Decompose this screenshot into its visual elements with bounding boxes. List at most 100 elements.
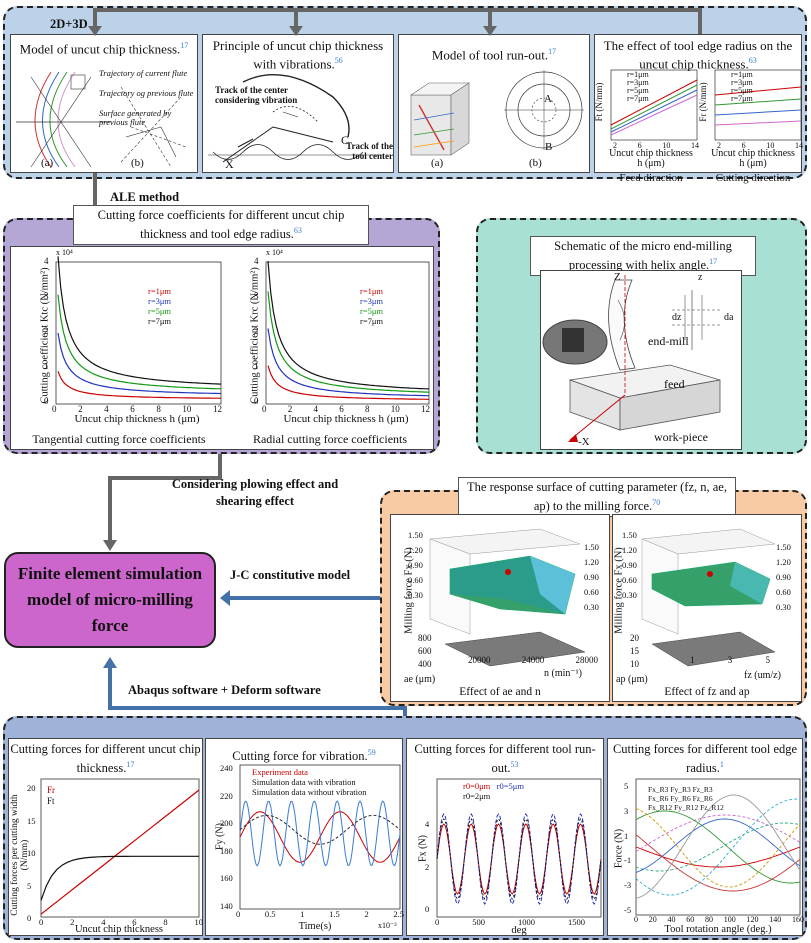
edge-series bbox=[635, 846, 801, 868]
resp-right-caption: Effect of fz and ap bbox=[664, 686, 750, 698]
coef-curve bbox=[267, 291, 429, 393]
center-model-text: Finite element simulation model of micro… bbox=[17, 564, 203, 635]
b3-xlabel: deg bbox=[511, 925, 527, 936]
edge-series bbox=[635, 818, 801, 873]
helix-feed: feed bbox=[664, 377, 685, 391]
legend-item: r=3μm bbox=[731, 78, 753, 87]
coef-right-caption: Radial cutting force coefficients bbox=[252, 432, 408, 446]
r0-2-series bbox=[436, 818, 602, 900]
chip-force-chart bbox=[40, 778, 200, 918]
center-model-box: Finite element simulation model of micro… bbox=[4, 552, 216, 648]
resp-fz-label: fz (um/z) bbox=[744, 670, 781, 681]
panel-title: Cutting forces for different tool edge r… bbox=[612, 742, 798, 776]
coef-curve bbox=[57, 371, 221, 399]
runout-diagram bbox=[410, 70, 584, 156]
track-center-label: Track of the tool center bbox=[346, 141, 393, 161]
helix-diagram bbox=[542, 275, 721, 442]
abaqus-label: Abaqus software + Deform software bbox=[128, 683, 321, 697]
top-panel-vibration: Principle of uncut chip thickness with v… bbox=[202, 34, 394, 173]
p4-caption-cutting: Cutting direction bbox=[715, 172, 791, 184]
ale-label: ALE method bbox=[110, 190, 180, 204]
p4-xlabel-right: Uncut chip thickness h (μm) bbox=[711, 148, 795, 169]
r0-5-series bbox=[436, 813, 602, 905]
coef-left-legend: r=1μm r=3μm r=5μm r=7μm bbox=[148, 286, 172, 326]
ft-series bbox=[40, 855, 199, 901]
b4-yticks: 5 3 1 -1 -3 -5 bbox=[624, 781, 632, 915]
coef-left-caption: Tangential cutting force coefficients bbox=[32, 432, 206, 446]
legend-item: r=1μm bbox=[627, 70, 649, 79]
ref: 1 bbox=[719, 760, 724, 769]
resp-right-zticks-r: 1.50 1.20 0.90 0.60 0.30 bbox=[776, 542, 791, 612]
response-title: The response surface of cutting paramete… bbox=[458, 477, 736, 518]
coef-left-xlabel: Uncut chip thickness h (μm) bbox=[74, 413, 200, 425]
label-x: X bbox=[225, 157, 234, 171]
coef-curve bbox=[57, 332, 221, 395]
top-label: 2D+3D bbox=[50, 17, 88, 31]
ref: 17 bbox=[180, 41, 189, 50]
legend-item: r=7μm bbox=[627, 94, 649, 103]
helix-z2: z bbox=[698, 272, 703, 283]
bottom-panel-edge: Cutting forces for different tool edge r… bbox=[607, 738, 804, 936]
resp-left-zticks-r: 1.50 1.20 0.90 0.60 0.30 bbox=[584, 542, 599, 612]
ref: 63 bbox=[748, 56, 757, 65]
b2-yticks: 140 160 180 200 220 240 bbox=[220, 763, 233, 911]
chip-thickness-diagram bbox=[16, 71, 187, 168]
panel-title: Model of tool run-out. bbox=[431, 47, 549, 63]
middle-arrows bbox=[103, 454, 407, 716]
sub-a: (a) bbox=[431, 157, 444, 169]
helix-dz: dz bbox=[672, 312, 682, 323]
coef-charts-panel bbox=[10, 246, 434, 450]
legend-item: r=7μm bbox=[731, 94, 753, 103]
helix-negx: -X bbox=[578, 436, 590, 448]
panel-title: Cutting forces for different uncut chip … bbox=[10, 742, 201, 776]
edge-series bbox=[635, 814, 801, 852]
top-panel-runout: Model of tool run-out.17 A B (a) (b) bbox=[398, 34, 590, 173]
b4-xlabel: Tool rotation angle (deg.) bbox=[664, 924, 772, 935]
coef-curve bbox=[267, 261, 430, 390]
track-vibration-label: Track of the center considering vibratio… bbox=[215, 85, 298, 105]
b1-xticks: 0 2 4 6 8 10 bbox=[39, 917, 203, 927]
helix-z: Z bbox=[614, 271, 621, 283]
legend-surface: Surface generated by previous flute bbox=[99, 108, 172, 127]
panel-title: Cutting force for vibration. bbox=[232, 749, 368, 764]
resp-ae-ticks: 800 600 400 bbox=[418, 633, 432, 669]
sim-novibration-series bbox=[239, 814, 401, 845]
p4-xticks-left: 2 6 10 14 bbox=[613, 141, 699, 150]
edge-series bbox=[635, 822, 801, 872]
resp-right-zticks: 1.50 1.20 0.90 0.60 0.30 bbox=[622, 530, 637, 600]
coef-right-legend: r=1μm r=3μm r=5μm r=7μm bbox=[360, 286, 384, 326]
b4-xticks: 0 20 40 60 80 100 120 140 160 bbox=[634, 915, 804, 924]
helix-da: da bbox=[724, 312, 734, 323]
ref: 53 bbox=[510, 760, 519, 769]
label-A: A bbox=[544, 93, 552, 105]
resp-left-caption: Effect of ae and n bbox=[459, 686, 541, 698]
b2-legend: Experiment data Simulation data with vibr… bbox=[252, 767, 367, 797]
resp-n-label: n (min⁻¹) bbox=[544, 668, 582, 679]
coef-curve bbox=[267, 365, 429, 400]
resp-ap-ticks: 20 15 10 bbox=[630, 633, 639, 669]
panel-title: The effect of tool edge radius on the un… bbox=[603, 38, 793, 72]
p4-caption-feed: Feed diraction bbox=[619, 172, 683, 184]
jc-label: J-C constitutive model bbox=[230, 568, 351, 582]
sim-vibration-series bbox=[239, 800, 401, 867]
panel-title: Cutting forces for different tool run-ou… bbox=[414, 742, 596, 776]
ref: 59 bbox=[367, 748, 376, 757]
b2-xticks: 0 0.5 1 1.5 2 2.5 bbox=[236, 909, 404, 919]
ref: 17 bbox=[548, 47, 557, 56]
edge-series bbox=[635, 808, 801, 888]
coef-curve bbox=[57, 256, 222, 385]
legend-item: r=5μm bbox=[627, 86, 649, 95]
ref: 56 bbox=[334, 56, 343, 65]
coef-left-exp: x 10⁴ bbox=[56, 248, 73, 257]
p4-legend-right: r=1μm r=3μm r=5μm r=7μm bbox=[731, 71, 753, 103]
plow-label: Considering plowing effect and shearing … bbox=[171, 477, 339, 508]
legend-item: r=3μm bbox=[627, 78, 649, 87]
legend-current-flute: Trajectory of current flute bbox=[99, 68, 188, 78]
panel-title: Principle of uncut chip thickness with v… bbox=[212, 38, 384, 72]
helix-endmill: end-mill bbox=[648, 334, 689, 348]
b1-xlabel: Uncut chip thickness bbox=[74, 924, 164, 935]
helix-title: Schematic of the micro end-milling proce… bbox=[530, 236, 756, 277]
